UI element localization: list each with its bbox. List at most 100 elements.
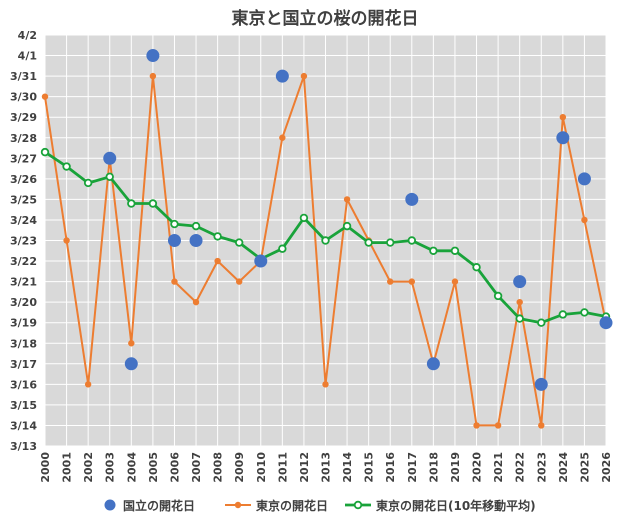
- data-point: [493, 291, 503, 301]
- data-point: [128, 340, 135, 347]
- x-tick-label: 2023: [535, 452, 548, 483]
- data-point: [149, 72, 157, 80]
- data-point: [146, 49, 160, 63]
- legend-label: 東京の開花日(10年移動平均): [376, 498, 536, 513]
- data-point: [429, 246, 438, 255]
- data-point: [127, 199, 136, 208]
- legend-marker: [104, 499, 116, 511]
- x-tick-label: 2019: [449, 452, 462, 483]
- data-point: [275, 69, 289, 83]
- data-point: [234, 238, 244, 247]
- y-tick-label: 3/14: [10, 419, 37, 432]
- gridlines: [44, 34, 607, 447]
- data-point: [408, 278, 416, 285]
- data-point: [386, 238, 395, 247]
- data-point: [537, 318, 546, 327]
- x-tick-label: 2020: [471, 452, 484, 483]
- y-tick-label: 3/21: [10, 276, 37, 289]
- data-point: [494, 422, 502, 429]
- y-tick-label: 3/28: [10, 132, 37, 145]
- data-point: [192, 298, 200, 306]
- data-point: [105, 172, 114, 181]
- x-tick-label: 2024: [557, 452, 570, 483]
- y-tick-label: 3/30: [10, 91, 37, 104]
- x-tick-label: 2008: [212, 452, 225, 483]
- y-tick-label: 3/19: [10, 317, 37, 330]
- x-tick-label: 2001: [61, 452, 74, 483]
- data-point: [343, 196, 351, 203]
- x-tick-label: 2009: [233, 452, 246, 483]
- data-point: [450, 246, 460, 255]
- data-point: [235, 278, 243, 285]
- x-tick-label: 2005: [147, 452, 160, 483]
- legend-marker: [234, 501, 242, 509]
- x-tick-label: 2004: [125, 452, 138, 483]
- y-tick-label: 3/17: [10, 358, 37, 371]
- y-tick-label: 4/1: [18, 50, 37, 63]
- data-point: [321, 236, 330, 245]
- data-point: [148, 199, 158, 208]
- data-point: [581, 216, 588, 224]
- data-point: [254, 254, 268, 268]
- data-point: [516, 298, 523, 306]
- data-point: [103, 151, 117, 165]
- data-point: [558, 310, 568, 319]
- legend-label: 東京の開花日: [256, 498, 328, 513]
- x-tick-label: 2015: [363, 452, 376, 483]
- chart-title: 東京と国立の桜の開花日: [232, 8, 419, 29]
- x-tick-label: 2010: [255, 452, 268, 483]
- data-point: [405, 192, 419, 206]
- data-point: [322, 381, 329, 388]
- data-point: [84, 381, 92, 388]
- legend: 国立の開花日 東京の開花日 東京の開花日(10年移動平均): [104, 498, 536, 513]
- data-point: [473, 422, 480, 429]
- data-point: [62, 162, 71, 171]
- series-layer: [40, 49, 613, 429]
- x-tick-label: 2007: [190, 452, 203, 483]
- y-axis-ticks: 3/13 3/14 3/15 3/16 3/17 3/18 3/19 3/20 3/21 3/22…: [10, 29, 37, 453]
- x-tick-label: 2006: [168, 452, 181, 483]
- y-tick-label: 3/16: [10, 378, 37, 391]
- data-point: [426, 357, 440, 371]
- y-tick-label: 3/23: [10, 235, 37, 248]
- x-tick-label: 2003: [104, 452, 117, 483]
- data-point: [191, 221, 201, 231]
- y-tick-label: 3/22: [10, 255, 37, 268]
- x-tick-label: 2025: [578, 452, 591, 483]
- data-point: [167, 234, 181, 247]
- y-tick-label: 3/18: [10, 337, 37, 350]
- data-point: [342, 221, 352, 231]
- data-point: [577, 172, 591, 186]
- data-point: [83, 178, 93, 188]
- y-tick-label: 3/29: [10, 111, 37, 124]
- x-tick-label: 2021: [492, 452, 505, 483]
- data-point: [515, 314, 524, 323]
- data-point: [171, 278, 178, 285]
- y-tick-label: 3/24: [10, 214, 37, 227]
- x-tick-label: 2000: [39, 452, 52, 483]
- data-point: [41, 93, 49, 100]
- data-point: [472, 263, 481, 272]
- y-tick-label: 3/15: [10, 399, 37, 412]
- data-point: [556, 131, 570, 145]
- x-tick-label: 2013: [320, 452, 333, 483]
- data-point: [534, 377, 548, 391]
- x-tick-label: 2011: [276, 452, 289, 483]
- x-axis-ticks: 2000 2001 2002 2003 2004 2005 2006 2007 2008 2009…: [39, 452, 613, 483]
- data-point: [63, 237, 70, 244]
- data-point: [580, 308, 589, 317]
- x-tick-label: 2017: [406, 452, 419, 483]
- y-tick-label: 4/2: [18, 29, 37, 42]
- y-tick-label: 3/20: [10, 296, 37, 309]
- y-tick-label: 3/25: [10, 193, 37, 206]
- y-tick-label: 3/31: [10, 70, 37, 83]
- data-point: [300, 72, 308, 80]
- x-tick-label: 2012: [298, 452, 311, 483]
- data-point: [189, 234, 203, 247]
- data-point: [407, 236, 417, 245]
- x-tick-label: 2014: [341, 452, 354, 483]
- data-point: [213, 232, 222, 241]
- data-point: [513, 275, 527, 289]
- data-point: [124, 357, 138, 371]
